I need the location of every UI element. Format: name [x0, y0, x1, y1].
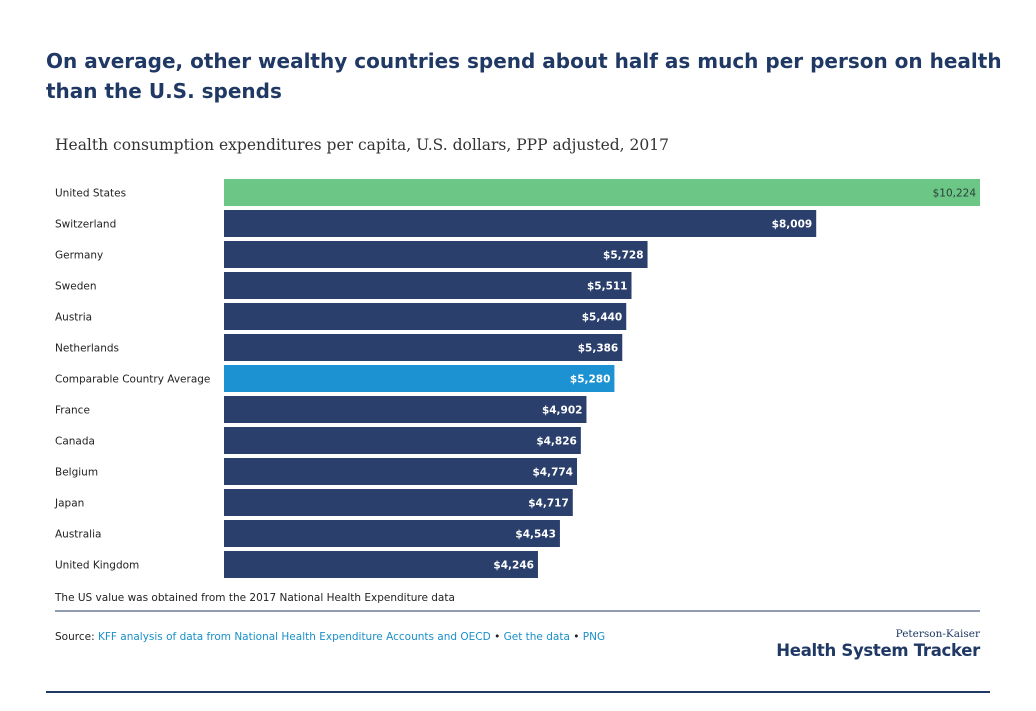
bar [224, 241, 648, 268]
value-label: $5,386 [578, 343, 619, 355]
bar [224, 551, 538, 578]
source: Source: KFF analysis of data from Nation… [55, 631, 605, 643]
bar [224, 396, 587, 423]
category-label: Sweden [55, 281, 97, 293]
category-label: Germany [55, 250, 103, 262]
category-label: Canada [55, 436, 95, 448]
bar [224, 179, 980, 206]
category-label: United States [55, 188, 126, 200]
category-label: Belgium [55, 467, 98, 479]
bar [224, 489, 573, 516]
value-label: $5,280 [570, 374, 611, 386]
value-label: $4,543 [515, 529, 556, 541]
source-link[interactable]: KFF analysis of data from National Healt… [97, 631, 491, 643]
bar [224, 458, 578, 485]
category-label: Japan [54, 498, 84, 510]
value-label: $5,511 [587, 281, 628, 293]
category-label: Austria [55, 312, 92, 324]
bar [224, 334, 623, 361]
bar [224, 210, 817, 237]
value-label: $4,902 [542, 405, 583, 417]
value-label: $4,774 [532, 467, 573, 479]
value-label: $4,826 [536, 436, 577, 448]
category-label: Comparable Country Average [55, 374, 210, 386]
chart-title: On average, other wealthy countries spen… [46, 49, 1002, 103]
note: The US value was obtained from the 2017 … [55, 592, 455, 604]
brand-top: Peterson-Kaiser [895, 628, 980, 640]
category-label: Australia [55, 529, 101, 541]
bar [224, 427, 581, 454]
category-label: United Kingdom [55, 560, 139, 572]
png-link[interactable]: PNG [582, 631, 606, 643]
bar [224, 303, 627, 330]
value-label: $4,717 [528, 498, 569, 510]
bar [224, 520, 560, 547]
brand-main: Health System Tracker [776, 641, 980, 660]
value-label: $5,440 [582, 312, 623, 324]
value-label: $5,728 [603, 250, 644, 262]
category-label: Netherlands [55, 343, 119, 355]
bar [224, 272, 632, 299]
data-link[interactable]: Get the data [503, 631, 570, 643]
bar [224, 365, 615, 392]
source-label: Source: [55, 631, 95, 643]
category-label: Switzerland [55, 219, 116, 231]
separator: • [494, 631, 501, 643]
value-label: $8,009 [772, 219, 813, 231]
separator: • [573, 631, 580, 643]
chart-subtitle: Health consumption expenditures per capi… [55, 136, 669, 154]
value-label: $10,224 [933, 188, 977, 200]
value-label: $4,246 [493, 560, 534, 572]
category-label: France [55, 405, 90, 417]
